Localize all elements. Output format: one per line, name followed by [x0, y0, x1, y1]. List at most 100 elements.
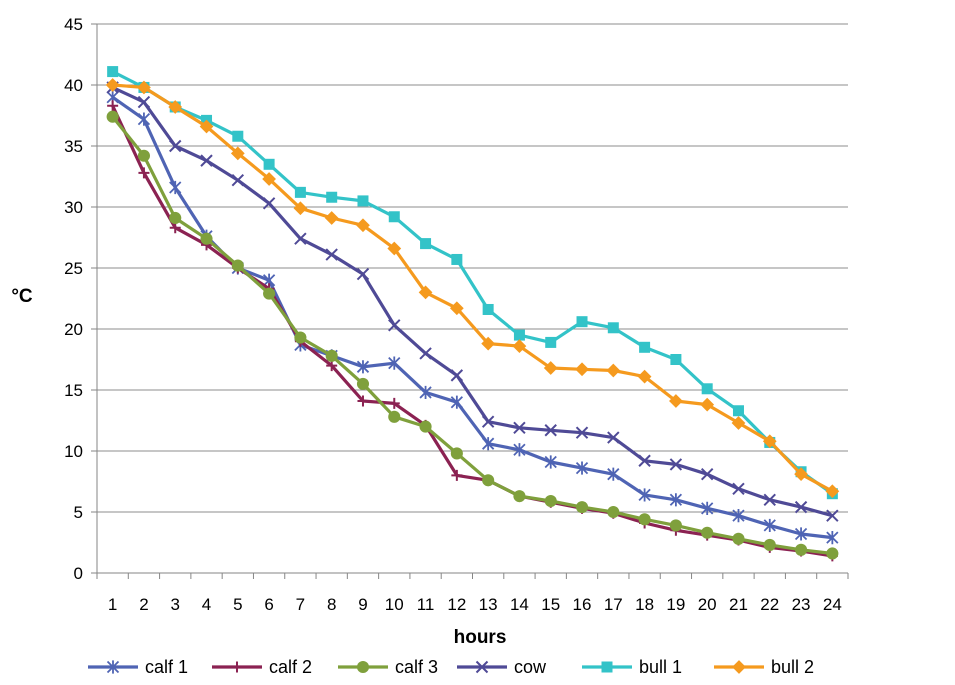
- legend-item: calf 1: [88, 657, 188, 677]
- data-point: [231, 661, 243, 673]
- data-point: [794, 527, 808, 541]
- data-point: [325, 349, 338, 362]
- x-tick-label: 18: [635, 595, 654, 614]
- data-point: [169, 222, 181, 234]
- data-point: [200, 232, 213, 245]
- x-axis-label: hours: [454, 627, 507, 648]
- data-point: [825, 484, 840, 499]
- x-tick-label: 10: [385, 595, 404, 614]
- y-axis-label: °C: [11, 286, 33, 307]
- y-tick-label: 30: [64, 198, 83, 217]
- data-point: [544, 494, 557, 508]
- data-point: [137, 149, 150, 162]
- data-point: [700, 467, 714, 481]
- data-point: [105, 78, 120, 92]
- legend-item: cow: [457, 657, 547, 677]
- data-point: [262, 172, 276, 186]
- data-point: [451, 469, 463, 481]
- data-point: [826, 547, 839, 560]
- data-point: [669, 519, 682, 532]
- data-point: [637, 369, 652, 384]
- x-tick-label: 11: [417, 595, 435, 614]
- data-point: [199, 119, 214, 134]
- data-point: [356, 660, 370, 674]
- series-calf-1: [106, 90, 839, 545]
- data-point: [293, 201, 308, 216]
- y-tick-label: 5: [74, 503, 83, 522]
- data-point: [513, 443, 526, 457]
- x-tick-label: 2: [139, 595, 148, 614]
- data-point: [324, 211, 339, 225]
- data-point: [607, 322, 619, 334]
- series-line: [111, 105, 833, 558]
- series-bull-2: [105, 78, 840, 499]
- data-point: [607, 431, 620, 444]
- data-point: [700, 397, 715, 412]
- data-point: [263, 158, 275, 170]
- data-point: [638, 454, 651, 467]
- data-point: [732, 660, 746, 674]
- data-point: [357, 195, 369, 207]
- data-point: [357, 395, 369, 407]
- legend: calf 1 calf 2 calf 3 cow bull 1 bull 2: [88, 657, 814, 677]
- data-point: [701, 501, 714, 515]
- data-point: [169, 139, 182, 153]
- data-point: [763, 538, 776, 551]
- data-point: [575, 362, 589, 377]
- series-line: [112, 83, 834, 493]
- data-point: [575, 426, 589, 439]
- data-point: [449, 301, 464, 316]
- data-point: [388, 211, 400, 223]
- data-point: [639, 341, 651, 353]
- data-point: [763, 518, 776, 533]
- data-point: [512, 339, 527, 353]
- y-tick-labels: 0 5 10 15 20 25 30 35 40 45: [64, 15, 83, 583]
- y-tick-label: 20: [64, 320, 83, 339]
- data-point: [826, 531, 839, 545]
- x-tick-label: 23: [792, 595, 811, 614]
- data-point: [544, 455, 557, 469]
- data-point: [107, 100, 119, 112]
- data-point: [137, 80, 151, 95]
- data-point: [200, 154, 213, 167]
- y-tick-label: 25: [64, 259, 83, 278]
- data-point: [794, 467, 808, 482]
- data-point: [638, 513, 651, 526]
- legend-label: calf 3: [395, 657, 438, 677]
- data-point: [601, 661, 613, 673]
- x-tick-label: 9: [358, 595, 367, 614]
- x-tick-label: 21: [729, 595, 748, 614]
- y-tick-label: 40: [64, 76, 83, 95]
- data-point: [262, 197, 276, 210]
- legend-label: calf 1: [145, 657, 188, 677]
- series-calf-2: [107, 100, 838, 562]
- data-point: [606, 363, 621, 378]
- data-point: [169, 211, 182, 225]
- data-point: [576, 316, 588, 328]
- x-tick-label: 14: [510, 595, 529, 614]
- data-point: [326, 191, 338, 203]
- axes: [96, 24, 848, 574]
- x-tick-label: 19: [666, 595, 685, 614]
- data-point: [669, 458, 683, 471]
- legend-label: bull 2: [771, 657, 814, 677]
- data-point: [231, 259, 244, 272]
- data-point: [638, 488, 651, 502]
- data-point: [356, 218, 370, 233]
- y-tick-label: 10: [64, 442, 83, 461]
- data-point: [137, 95, 151, 109]
- data-point: [450, 369, 464, 382]
- data-point: [731, 416, 746, 430]
- data-point: [794, 500, 808, 514]
- data-point: [575, 501, 589, 514]
- x-tick-label: 7: [296, 595, 305, 614]
- data-point: [419, 347, 432, 360]
- legend-item: bull 2: [714, 657, 814, 677]
- data-point: [420, 238, 432, 250]
- series-calf-3: [106, 110, 839, 560]
- data-point: [482, 303, 494, 315]
- x-tick-label: 12: [447, 595, 466, 614]
- data-point: [356, 360, 370, 374]
- data-point: [669, 493, 683, 507]
- data-point: [670, 354, 682, 365]
